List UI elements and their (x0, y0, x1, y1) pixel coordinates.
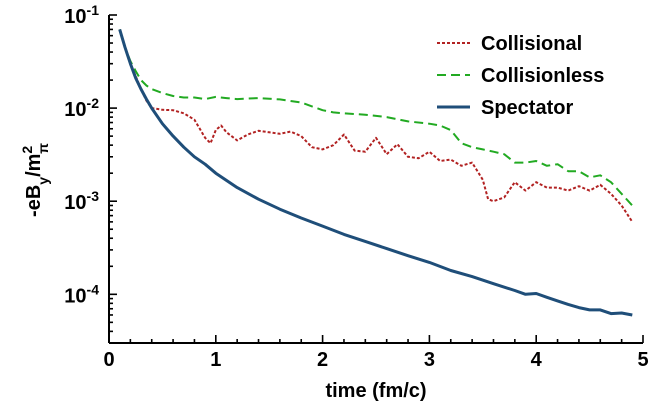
x-tick-label-3: 3 (424, 349, 435, 371)
x-tick-label-4: 4 (531, 349, 543, 371)
series-line-spectator (118, 28, 633, 317)
series-line-collisionless (118, 29, 634, 207)
axes (108, 15, 643, 344)
y-tick-base: 10 (64, 285, 86, 307)
y-tick-base: 10 (64, 192, 86, 214)
series-layer (118, 28, 634, 317)
x-tick-label-0: 0 (103, 349, 114, 371)
x-axis-title: time (fm/c) (325, 380, 426, 402)
y-tick-exponent: -4 (87, 281, 100, 297)
x-tick-label-2: 2 (317, 349, 328, 371)
x-tick-label-1: 1 (210, 349, 221, 371)
tick-layer: 0 1 2 3 4 510-110-210-310-4 (64, 2, 648, 371)
y-axis-title: -eBy/m2π (19, 143, 51, 217)
y-tick-exponent: -2 (87, 95, 100, 111)
y-tick-base: 10 (64, 6, 86, 28)
y-tick-base: 10 (64, 99, 86, 121)
y-tick-exponent: -3 (87, 188, 100, 204)
legend-label-collisional: Collisional (481, 33, 582, 55)
y-title-sub-pi: π (35, 143, 51, 154)
y-title-sub-y: y (35, 177, 51, 185)
y-title-sup: 2 (19, 146, 35, 154)
x-tick-label-5: 5 (637, 349, 648, 371)
y-tick-label--4: 10-4 (64, 281, 99, 307)
y-tick-label--3: 10-3 (64, 188, 99, 214)
y-tick-label--1: 10-1 (64, 2, 99, 28)
legend: Collisional Collisionless Spectator (437, 33, 604, 119)
y-tick-label--2: 10-2 (64, 95, 99, 121)
y-tick-exponent: -1 (87, 2, 100, 18)
legend-label-collisionless: Collisionless (481, 65, 604, 87)
legend-label-spectator: Spectator (481, 97, 573, 119)
y-title-main: -eB (23, 185, 45, 217)
y-title-denominator: /m (23, 154, 45, 177)
series-line-collisional (118, 29, 634, 223)
